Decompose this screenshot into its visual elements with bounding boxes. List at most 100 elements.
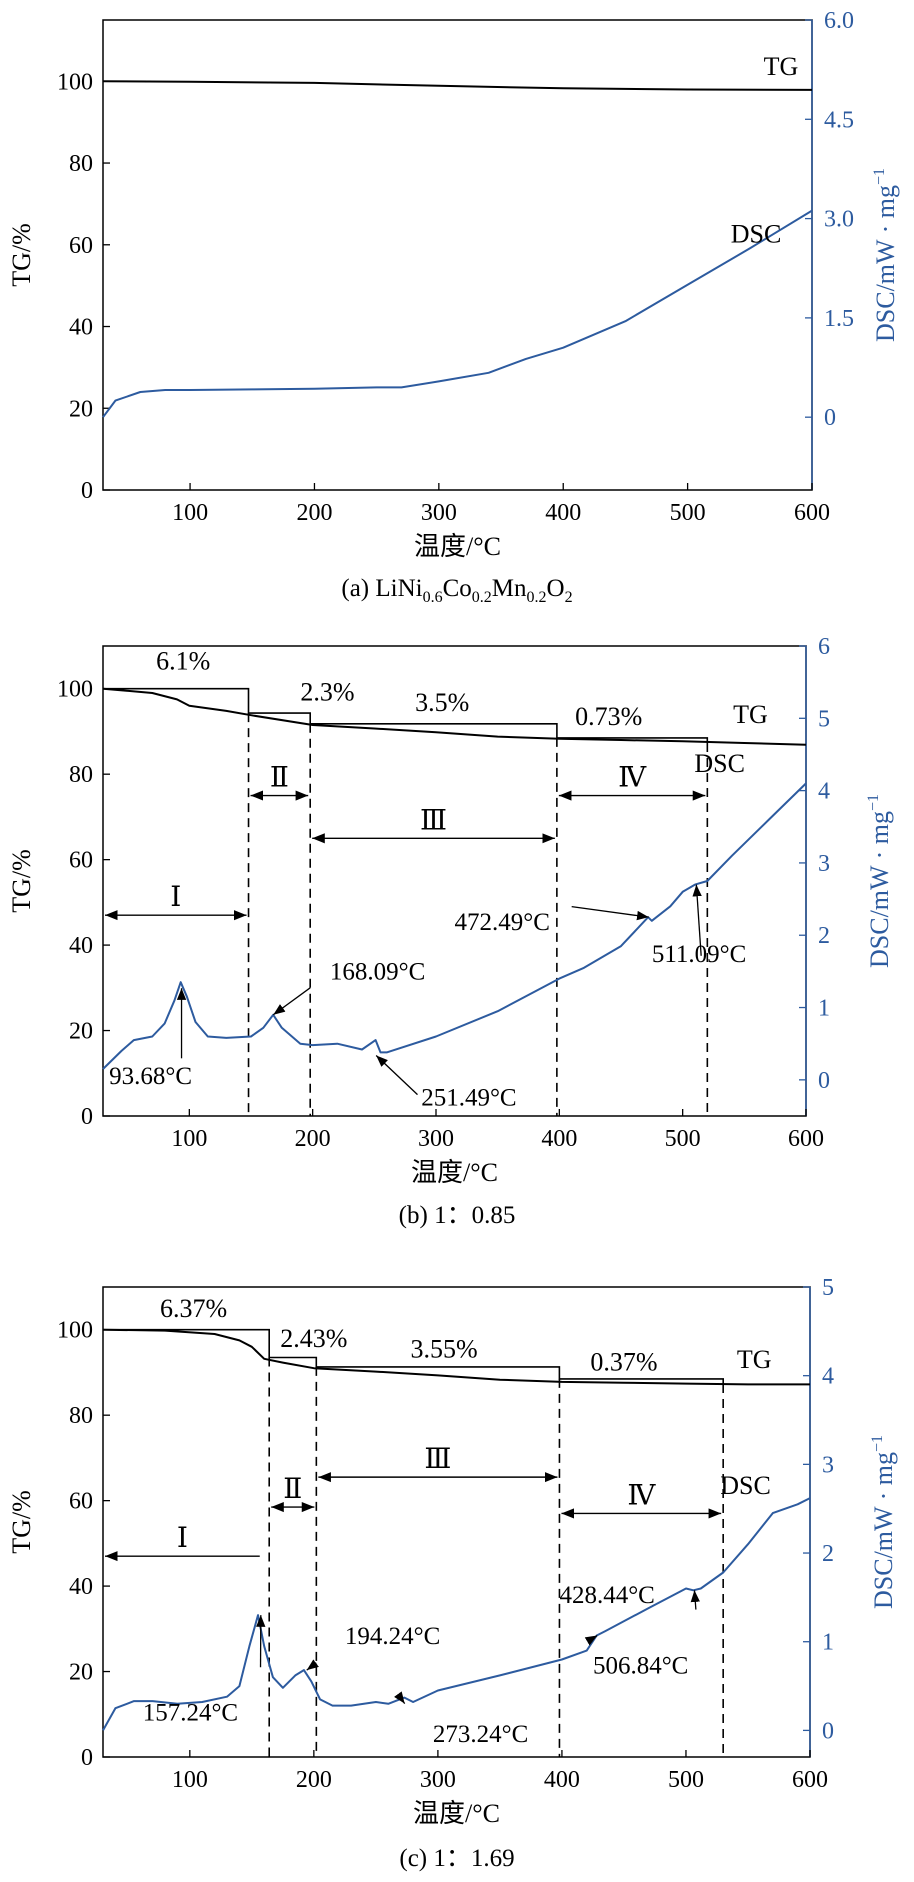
y2-tick-label: 2 [818,923,830,949]
peak-label: 93.68°C [109,1063,192,1090]
y-tick-label: 60 [69,1489,93,1515]
y-axis-label: TG/% [7,223,36,287]
y2-tick-label: 3.0 [824,207,854,233]
caption-3: (c) 1：1.69 [399,1845,514,1872]
chart-panel-2: 100 200 300 400 500 600 0 20 40 60 80 100 0 1 2 3 4 5 6 温度/… [7,634,894,1187]
peak-arrow [692,884,702,956]
step-label: TG [737,1345,772,1374]
y2-tick-label: 5 [818,706,830,732]
y-tick-label: 100 [57,1318,93,1344]
x-tick-label: 100 [172,1767,208,1793]
step-label: 2.3% [300,677,354,706]
caption-part: 0.2 [472,589,492,606]
caption-part: O [547,575,565,602]
peak-label: 194.24°C [345,1623,440,1650]
y2-tick-label: 0 [824,405,836,431]
caption-1: (a) LiNi0.6Co0.2Mn0.2O2 [341,575,572,606]
y2-tick-label: 0 [822,1718,834,1744]
y2-tick-label: 4 [818,779,830,805]
y2-tick-label: 0 [818,1068,830,1094]
series-label-tg: TG [764,52,799,81]
y2-axis-label-sup: −1 [865,794,882,811]
x-tick-label: 500 [665,1126,701,1152]
step-label: 6.1% [156,647,210,676]
x-tick-label: 300 [418,1126,454,1152]
y2-tick-label: 1 [818,996,830,1022]
y2-axis-label-sup: −1 [871,168,888,185]
region-label: Ⅳ [618,763,647,794]
caption-part: 0.6 [423,589,443,606]
x-tick-label: 400 [545,500,581,526]
y2-axis-label: DSC/mW · mg−1 [871,168,900,342]
x-tick-label: 200 [296,500,332,526]
y2-axis-label: DSC/mW · mg−1 [865,794,894,968]
x-tick-label: 600 [788,1126,824,1152]
peak-label: 273.24°C [433,1721,528,1748]
x-tick-label: 200 [295,1126,331,1152]
x-tick-label: 400 [544,1767,580,1793]
y-tick-label: 20 [69,1019,93,1045]
peak-arrow [306,1659,319,1671]
y2-tick-label: 1.5 [824,306,854,332]
y2-tick-label: 1 [822,1630,834,1656]
x-tick-label: 500 [668,1767,704,1793]
caption-2: (b) 1：0.85 [399,1202,516,1229]
step-label: 3.5% [415,688,469,717]
y2-tick-label: 3 [818,851,830,877]
x-tick-label: 100 [172,500,208,526]
y-tick-label: 100 [57,677,93,703]
y-tick-label: 60 [69,233,93,259]
y-tick-label: 20 [69,396,93,422]
region-label: Ⅱ [283,1474,302,1505]
x-axis-label: 温度/°C [413,1799,500,1828]
peak-label: 251.49°C [421,1084,516,1111]
series-tg-line [102,687,807,746]
region-label: Ⅳ [627,1480,656,1511]
y-tick-label: 80 [69,1403,93,1429]
step-label: 2.43% [280,1324,347,1353]
x-tick-label: 600 [792,1767,828,1793]
step-label: 0.37% [590,1347,657,1376]
step-label: 3.55% [411,1335,478,1364]
region-label: Ⅰ [170,882,181,913]
y2-axis-label-main: DSC/mW · mg [871,185,900,342]
peak-arrow [584,1634,598,1646]
series-tg-line [102,80,813,91]
step-label: 0.73% [575,702,642,731]
y-tick-label: 40 [69,315,93,341]
y-tick-label: 40 [69,933,93,959]
y2-tick-label: 4.5 [824,107,854,133]
x-tick-label: 400 [541,1126,577,1152]
region-label: Ⅰ [177,1523,188,1554]
series-dsc-line [102,782,807,1070]
y-tick-label: 60 [69,848,93,874]
x-tick-label: 300 [420,1767,456,1793]
x-tick-label: 200 [296,1767,332,1793]
peak-label: 157.24°C [143,1700,238,1727]
y-axis-label: TG/% [7,849,36,913]
y2-tick-label: 6.0 [824,8,854,34]
peak-label: 428.44°C [559,1582,654,1609]
caption-part: 2 [565,589,573,606]
y2-tick-label: 6 [818,634,830,660]
step-label: DSC [720,1471,771,1500]
x-tick-label: 100 [171,1126,207,1152]
x-axis-label: 温度/°C [411,1158,498,1187]
chart-panel-3: 100 200 300 400 500 600 0 20 40 60 80 100 0 1 2 3 4 5 温度/°… [7,1275,898,1828]
peak-label: 472.49°C [455,909,550,936]
peak-arrow [571,905,649,921]
y-tick-label: 40 [69,1574,93,1600]
x-tick-label: 600 [794,500,830,526]
y-axis-label: TG/% [7,1490,36,1554]
y2-tick-label: 3 [822,1452,834,1478]
y2-tick-label: 4 [822,1364,834,1390]
series-dsc-line [102,209,813,418]
y-tick-label: 80 [69,762,93,788]
peak-label: 511.09°C [652,941,747,968]
chart-panel-1: 100 200 300 400 500 600 0 20 40 60 80 100 0 1.5 3.0 4.5… [7,8,900,561]
y-tick-label: 80 [69,151,93,177]
series-label-dsc: DSC [731,220,782,249]
x-axis-label: 温度/°C [414,532,501,561]
y-tick-label: 20 [69,1660,93,1686]
